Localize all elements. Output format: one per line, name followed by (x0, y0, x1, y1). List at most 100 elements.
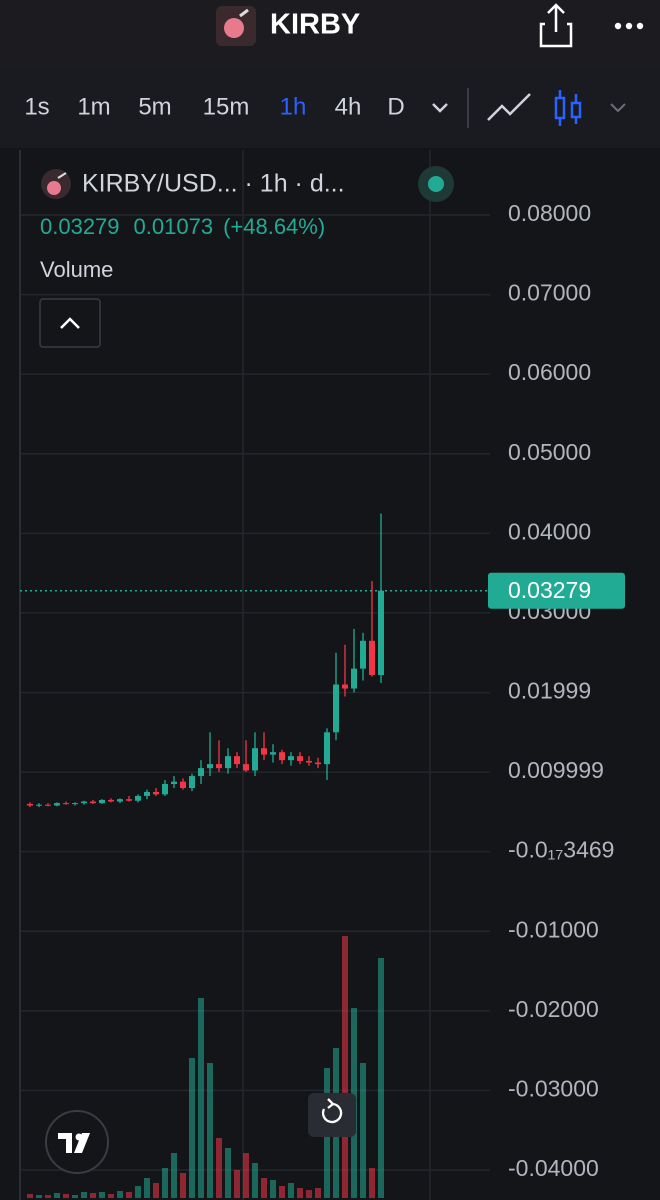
candle-body (162, 784, 168, 795)
reset-button[interactable] (308, 1093, 356, 1137)
volume-bar (315, 1188, 321, 1198)
y-tick-label: -0.02000 (508, 996, 599, 1022)
candle-body (189, 776, 195, 788)
candle-body (27, 803, 33, 806)
y-tick-label: -0.01000 (508, 916, 599, 942)
volume-bar (144, 1178, 150, 1198)
volume-bar (306, 1190, 312, 1198)
y-tick-label: -0.0₁₇3469 (508, 837, 614, 863)
toolbar (0, 70, 660, 148)
interval[interactable]: 1h (280, 93, 307, 120)
y-tick-label: 0.07000 (508, 280, 591, 306)
plot (27, 513, 384, 1198)
last-price-label: 0.03279 (508, 577, 591, 603)
interval[interactable]: 5m (138, 93, 171, 120)
volume-bar (198, 998, 204, 1198)
volume-bar (243, 1153, 249, 1198)
collapse-button[interactable] (39, 298, 101, 348)
candle-body (207, 764, 213, 769)
volume-bar (27, 1194, 33, 1198)
y-tick-label: 0.05000 (508, 439, 591, 465)
volume-bar (369, 1168, 375, 1198)
volume-bar (189, 1058, 195, 1198)
volume-bar (108, 1194, 114, 1198)
volume-bar (234, 1170, 240, 1198)
y-tick-label: -0.04000 (508, 1155, 599, 1181)
interval[interactable]: 1s (24, 93, 49, 120)
interval[interactable]: 4h (335, 93, 362, 120)
y-tick-label: 0.04000 (508, 518, 591, 544)
candle-body (252, 748, 258, 771)
candle-body (90, 801, 96, 804)
candle-body (180, 781, 186, 788)
volume-bar (378, 958, 384, 1198)
interval[interactable]: 15m (203, 93, 250, 120)
volume-bar (135, 1186, 141, 1198)
volume-bar (180, 1173, 186, 1198)
y-tick-label: 0.06000 (508, 359, 591, 385)
volume-bar (90, 1193, 96, 1198)
interval-dropdown[interactable] (432, 103, 448, 113)
interval[interactable]: 1m (77, 93, 110, 120)
legend-price: 0.03279 (40, 214, 120, 239)
volume-bar (153, 1183, 159, 1198)
candle-body (99, 799, 105, 804)
candle-body (378, 590, 384, 675)
volume-bar (216, 1138, 222, 1198)
last-price-box (488, 572, 625, 609)
volume-bar (117, 1191, 123, 1198)
volume-legend: Volume (40, 257, 113, 282)
candle-body (297, 756, 303, 761)
candle-body (351, 668, 357, 689)
candle-body (153, 791, 159, 795)
volume-bar (99, 1192, 105, 1198)
candle-body (108, 799, 114, 802)
grid (20, 150, 490, 1200)
volume-bar (225, 1148, 231, 1198)
volume-bar (207, 1063, 213, 1198)
volume-bar (171, 1153, 177, 1198)
volume-bar (297, 1188, 303, 1198)
candle-body (342, 684, 348, 689)
y-tick-label: 0.01999 (508, 678, 591, 704)
candle-body (72, 803, 78, 805)
candle-body (315, 762, 321, 765)
interval[interactable]: D (387, 93, 404, 120)
volume-bar (270, 1180, 276, 1198)
candle-body (144, 791, 150, 796)
candle-body (288, 756, 294, 761)
volume-bar (126, 1192, 132, 1198)
more-button[interactable] (614, 22, 644, 30)
tradingview-logo[interactable] (45, 1110, 109, 1174)
volume-bar (342, 936, 348, 1198)
logo (216, 6, 256, 46)
candle-body (63, 803, 69, 805)
candle-body (117, 799, 123, 802)
candle-body (279, 752, 285, 761)
chart-type-dropdown[interactable] (610, 103, 626, 113)
candle-body (234, 756, 240, 765)
candle-body (306, 760, 312, 763)
legend-change-percent: (+48.64%) (223, 214, 325, 239)
symbol-legend: KIRBY/USD... · 1h · d... (82, 170, 345, 198)
candle-chart-button[interactable] (554, 90, 582, 126)
volume-bar (261, 1178, 267, 1198)
candle-body (360, 640, 366, 669)
app-title: KIRBY (270, 9, 360, 41)
volume-bar (279, 1186, 285, 1198)
line-chart-button[interactable] (487, 93, 531, 121)
y-tick-label: 0.009999 (508, 757, 604, 783)
status-dot (428, 176, 444, 192)
candle-body (198, 768, 204, 777)
candle-body (81, 801, 87, 804)
legend-change: 0.01073 (134, 214, 214, 239)
candle-body (135, 795, 141, 801)
candle-body (270, 752, 276, 755)
symbol-logo (41, 169, 71, 199)
volume-bar (45, 1195, 51, 1198)
candle-body (36, 804, 42, 806)
share-button[interactable] (539, 3, 573, 48)
candle-body (54, 803, 60, 806)
volume-bar (252, 1163, 258, 1198)
